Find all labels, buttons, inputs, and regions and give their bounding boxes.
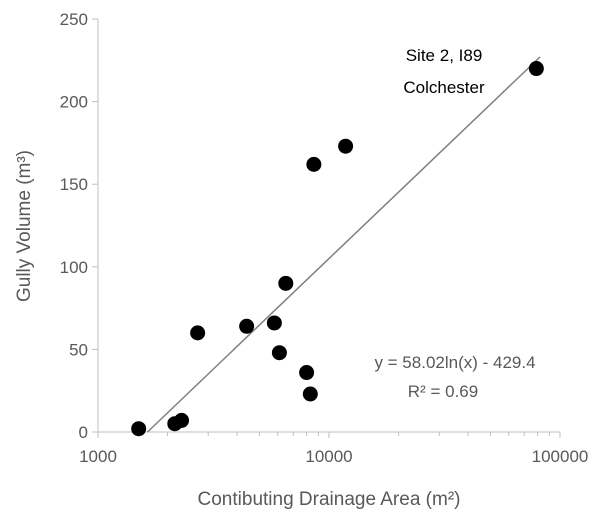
- data-point: [266, 315, 282, 331]
- y-tick-label: 250: [60, 10, 88, 29]
- x-tick-label: 1000: [79, 447, 117, 466]
- y-tick-label: 100: [60, 258, 88, 277]
- data-point: [239, 318, 255, 334]
- data-point: [190, 325, 206, 341]
- x-tick-label: 100000: [532, 447, 589, 466]
- trendline: [146, 56, 541, 433]
- x-axis-title: Contibuting Drainage Area (m²): [198, 489, 461, 510]
- data-point: [174, 412, 190, 428]
- x-minor-ticks: [167, 432, 550, 436]
- data-point: [338, 138, 354, 154]
- data-point: [271, 345, 287, 361]
- annotation-line-1: Site 2, I89: [406, 46, 483, 65]
- y-tick-label: 150: [60, 175, 88, 194]
- data-point: [302, 386, 318, 402]
- annotation-line-2: Colchester: [403, 78, 485, 97]
- data-points: [131, 61, 544, 437]
- y-axis-title: Gully Volume (m³): [14, 150, 35, 302]
- data-point: [278, 275, 294, 291]
- data-point: [131, 421, 147, 437]
- data-point: [528, 61, 544, 77]
- y-tick-label: 200: [60, 93, 88, 112]
- y-ticks: 0 50 100 150 200 250: [60, 10, 98, 442]
- trendline-equation: y = 58.02ln(x) - 429.4: [374, 353, 535, 372]
- data-point: [299, 365, 315, 381]
- x-ticks: 1000 10000 100000: [79, 432, 588, 466]
- y-tick-label: 50: [69, 340, 88, 359]
- data-point: [306, 156, 322, 172]
- trendline-group: [146, 56, 541, 433]
- x-tick-label: 10000: [305, 447, 352, 466]
- y-tick-label: 0: [79, 423, 88, 442]
- trendline-r-squared: R² = 0.69: [408, 382, 478, 401]
